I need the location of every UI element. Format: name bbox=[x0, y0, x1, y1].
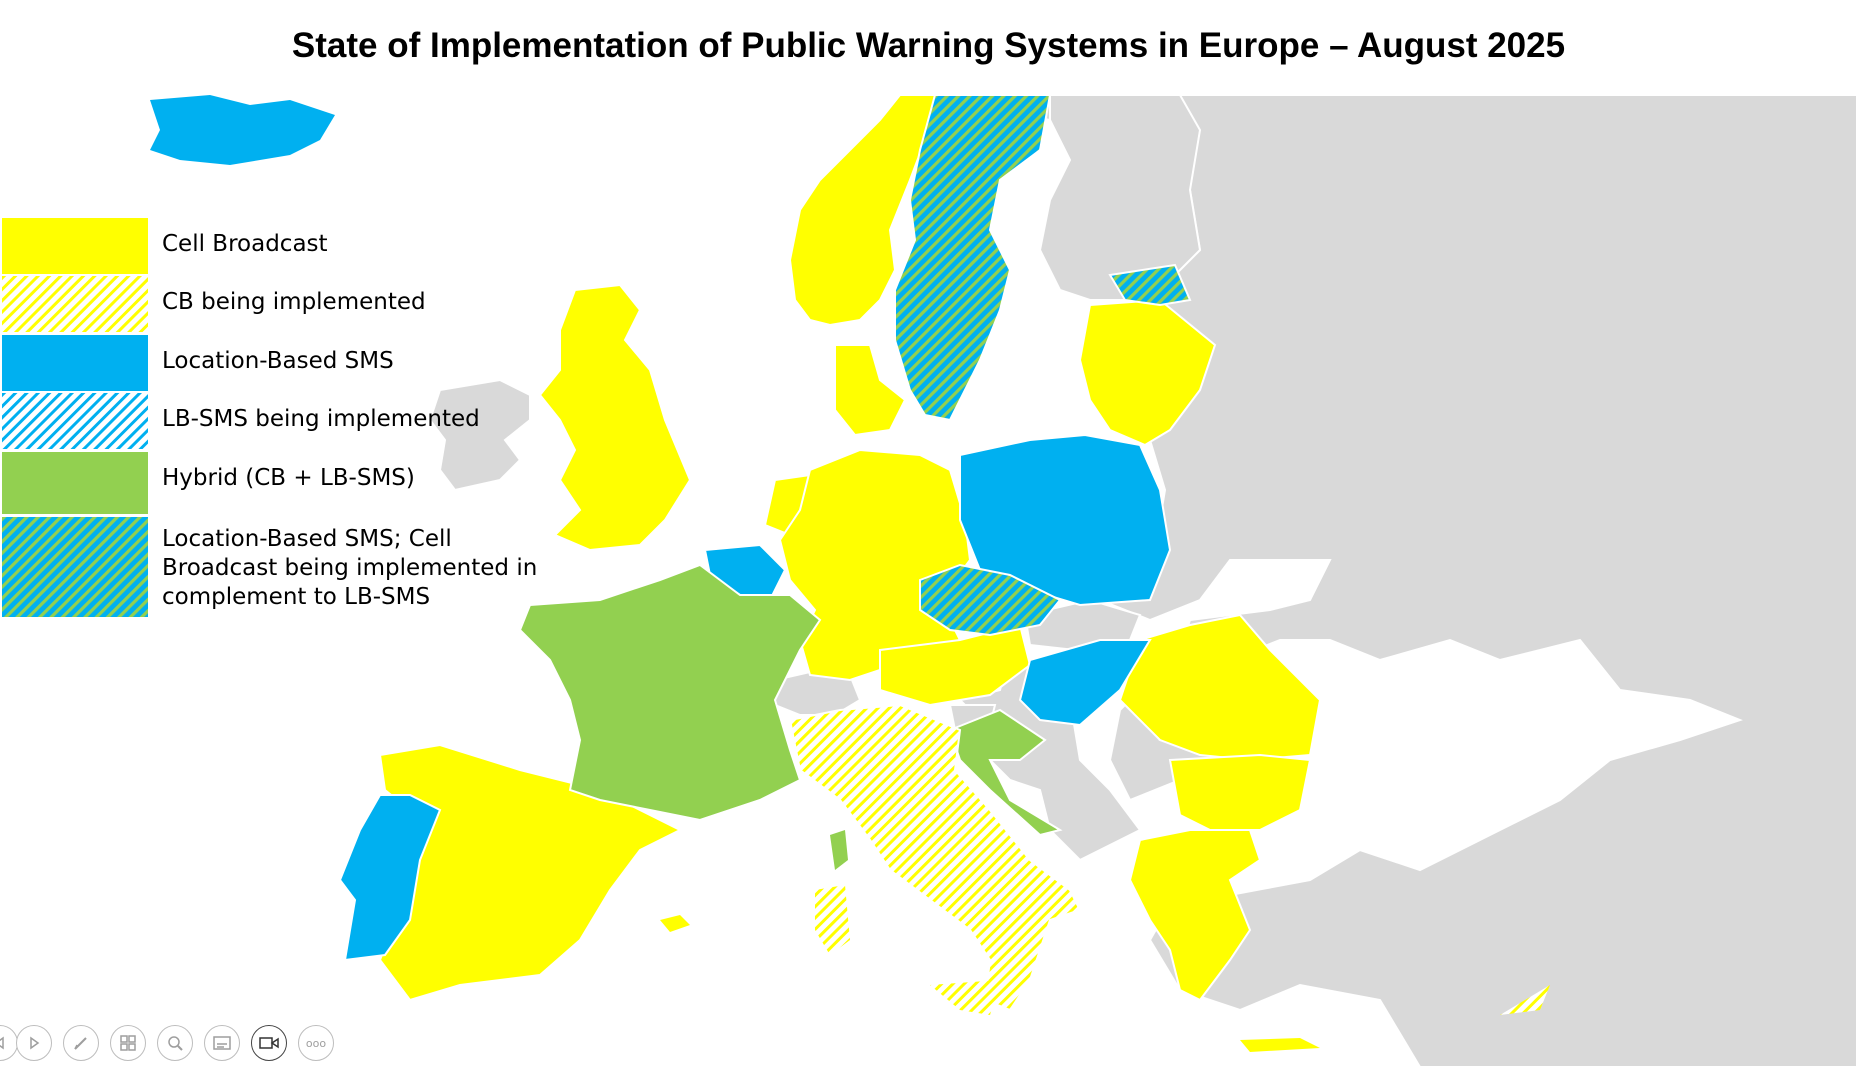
slides-grid-icon[interactable] bbox=[110, 1025, 146, 1061]
country-uk bbox=[538, 283, 692, 552]
legend-swatch-yellow bbox=[2, 218, 148, 274]
legend-swatch-blue-green-hatch bbox=[2, 517, 148, 617]
subtitles-icon[interactable] bbox=[204, 1025, 240, 1061]
country-portugal bbox=[338, 794, 442, 962]
island-sardinia bbox=[815, 885, 850, 955]
country-france bbox=[518, 563, 822, 822]
legend-swatch-blue-hatch bbox=[2, 393, 148, 449]
country-estonia bbox=[1108, 263, 1192, 307]
camera-icon[interactable] bbox=[251, 1025, 287, 1061]
presentation-toolbar: ooo bbox=[0, 1025, 360, 1065]
more-icon[interactable]: ooo bbox=[298, 1025, 334, 1061]
country-poland bbox=[959, 433, 1172, 607]
island-crete bbox=[1240, 1038, 1320, 1052]
country-czechia bbox=[919, 563, 1062, 637]
country-italy bbox=[788, 703, 1082, 1012]
zoom-icon[interactable] bbox=[157, 1025, 193, 1061]
country-balkans-grey bbox=[958, 648, 1142, 862]
country-sweden bbox=[894, 94, 1052, 422]
islands-baleares bbox=[660, 915, 690, 932]
island-cyprus bbox=[1500, 985, 1550, 1015]
country-greece bbox=[1128, 829, 1262, 1002]
legend-label: LB-SMS being implemented bbox=[162, 406, 480, 432]
island-sicily bbox=[930, 980, 1000, 1015]
legend-label: Location-Based SMS; Cell Broadcast being… bbox=[162, 526, 538, 610]
country-denmark bbox=[834, 344, 907, 437]
country-finland bbox=[1038, 94, 1202, 301]
legend-swatch-blue bbox=[2, 335, 148, 391]
country-latvia-lithuania-estonia bbox=[1078, 298, 1217, 447]
country-ireland bbox=[428, 378, 531, 492]
country-norway bbox=[788, 94, 937, 327]
next-icon[interactable] bbox=[16, 1025, 52, 1061]
country-austria bbox=[879, 623, 1032, 707]
island-iceland bbox=[150, 95, 335, 165]
legend-swatch-green bbox=[2, 452, 148, 514]
country-romania bbox=[1118, 613, 1322, 762]
page-title: State of Implementation of Public Warnin… bbox=[291, 26, 1566, 65]
legend-label: Location-Based SMS bbox=[162, 348, 394, 374]
legend-label: Hybrid (CB + LB-SMS) bbox=[162, 465, 415, 491]
country-bulgaria bbox=[1168, 753, 1312, 831]
legend-label: CB being implemented bbox=[162, 289, 426, 315]
island-corsica bbox=[830, 830, 848, 870]
legend-swatch-yellow-hatch bbox=[2, 276, 148, 332]
legend-label: Cell Broadcast bbox=[162, 231, 328, 257]
pen-icon[interactable] bbox=[63, 1025, 99, 1061]
country-hungary bbox=[1018, 639, 1152, 727]
country-croatia bbox=[948, 708, 1063, 837]
